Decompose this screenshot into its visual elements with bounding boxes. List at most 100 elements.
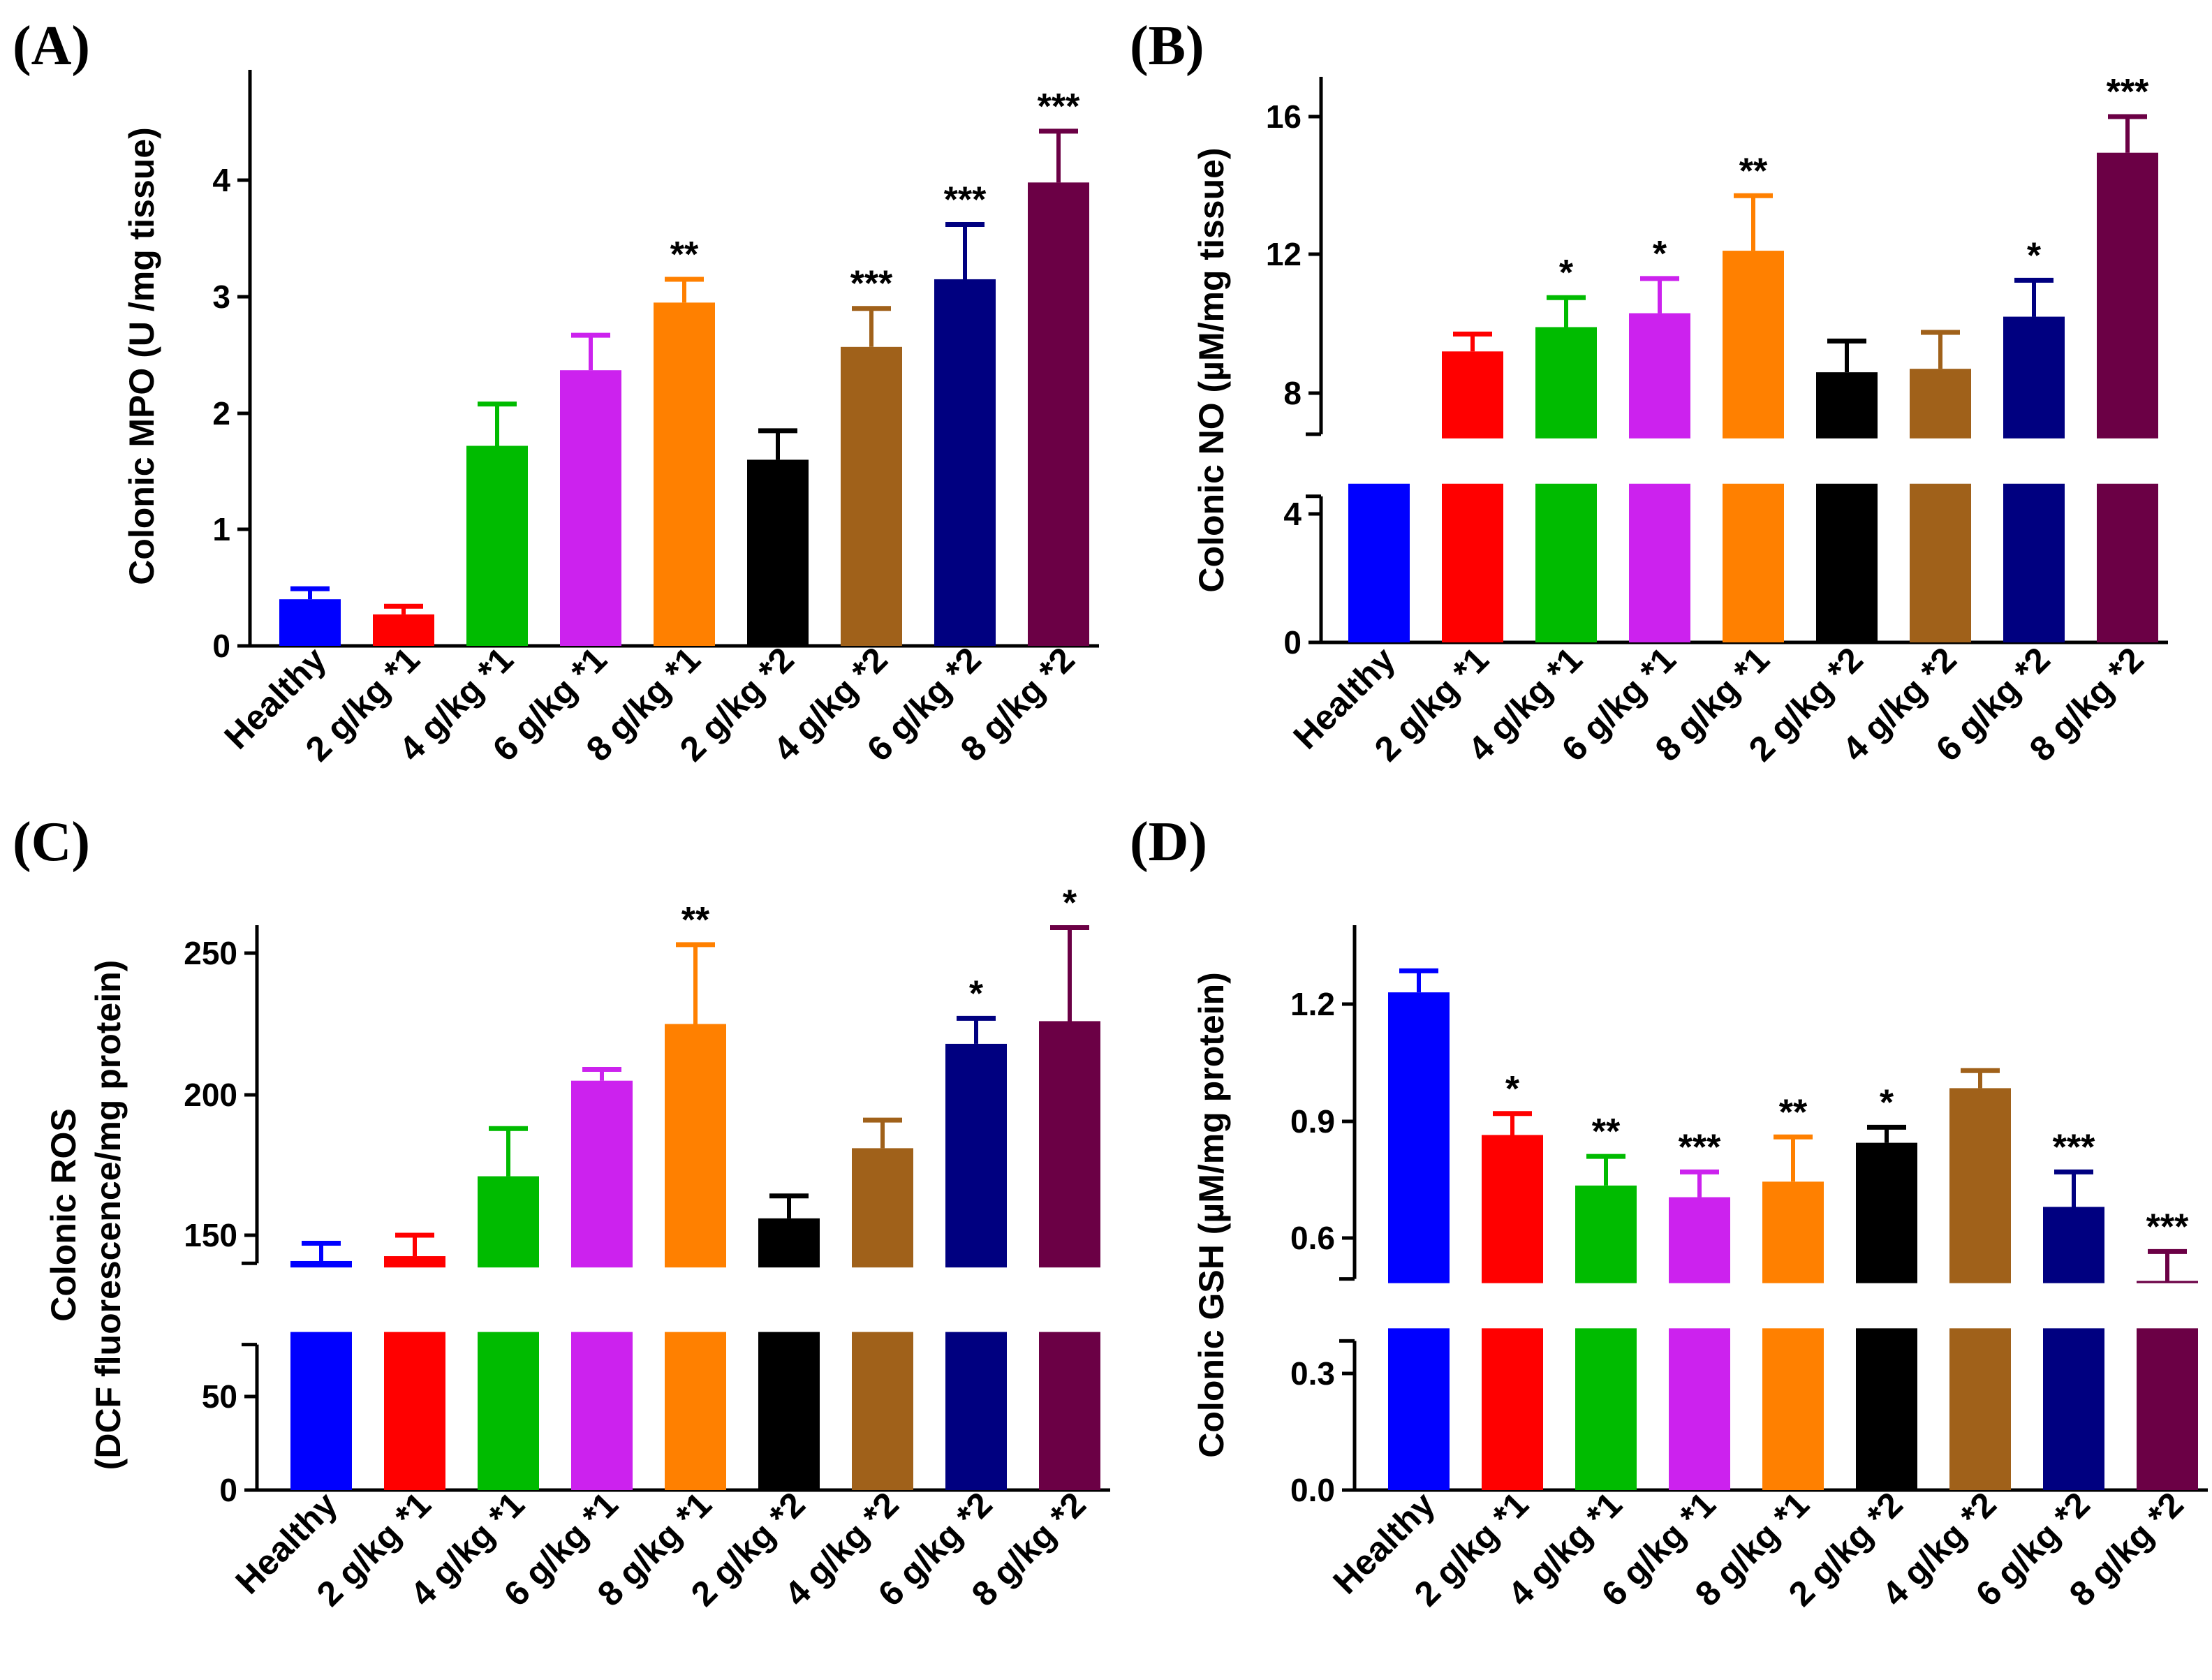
- y-axis-title: (DCF fluorescence/mg protein): [89, 960, 128, 1471]
- significance-label: *: [969, 973, 984, 1014]
- bar-lower: [571, 1332, 633, 1490]
- bar: [1535, 327, 1597, 439]
- y-tick-label: 0.3: [1290, 1355, 1335, 1392]
- bar-lower: [2003, 483, 2065, 642]
- bar-lower: [1762, 1328, 1824, 1490]
- y-tick-label: 1.2: [1290, 986, 1335, 1022]
- bar: [654, 302, 715, 646]
- bar-lower: [1669, 1328, 1730, 1490]
- bar-lower: [1388, 1328, 1450, 1490]
- panel-label: (C): [13, 811, 90, 873]
- significance-label: **: [681, 900, 710, 941]
- significance-label: ***: [2107, 72, 2149, 112]
- bar-lower: [478, 1332, 539, 1490]
- bar: [2043, 1207, 2104, 1283]
- bar: [1856, 1142, 1917, 1283]
- bar: [1039, 1021, 1100, 1268]
- bar: [1762, 1181, 1824, 1283]
- bar: [478, 1176, 539, 1268]
- significance-label: *: [1559, 253, 1574, 293]
- y-axis-title: Colonic NO (µM/mg tissue): [1192, 147, 1231, 592]
- y-tick-label: 4: [212, 162, 230, 198]
- bar: [560, 370, 621, 646]
- bar: [934, 279, 996, 646]
- y-tick-label: 4: [1283, 496, 1302, 532]
- significance-label: **: [1592, 1112, 1621, 1152]
- bar: [384, 1256, 445, 1268]
- bar-lower: [2097, 483, 2158, 642]
- bar-lower: [1482, 1328, 1543, 1490]
- bar: [279, 599, 341, 646]
- significance-label: ***: [850, 264, 893, 304]
- bar: [1575, 1185, 1637, 1283]
- y-tick-label: 0.6: [1290, 1220, 1335, 1256]
- y-tick-label: 12: [1266, 236, 1302, 272]
- bar: [571, 1080, 633, 1268]
- significance-label: ***: [2053, 1127, 2095, 1167]
- bar: [1482, 1135, 1543, 1283]
- bar: [852, 1148, 913, 1268]
- significance-label: ***: [1038, 87, 1080, 127]
- y-tick-label: 0: [212, 628, 230, 664]
- significance-label: *: [1653, 234, 1667, 274]
- y-axis-title: Colonic GSH (µM/mg protein): [1192, 972, 1231, 1457]
- y-tick-label: 0: [219, 1472, 237, 1508]
- bar-lower: [665, 1332, 726, 1490]
- bar-lower: [1039, 1332, 1100, 1490]
- y-tick-label: 150: [184, 1217, 237, 1253]
- y-tick-label: 1: [212, 511, 230, 547]
- panel-c: (C) 0 50 150 200 250 Colonic ROS (DCF fluoresce…: [13, 811, 1110, 1614]
- y-tick-label: 8: [1283, 375, 1302, 411]
- y-tick-label: 0.0: [1290, 1472, 1335, 1508]
- bar-lower: [290, 1332, 352, 1490]
- bar: [2003, 316, 2065, 439]
- bar: [2137, 1281, 2198, 1283]
- bar-lower: [1629, 483, 1690, 642]
- bar: [665, 1024, 726, 1268]
- bar: [1028, 182, 1089, 647]
- y-tick-label: 0.9: [1290, 1103, 1335, 1140]
- bar: [1348, 483, 1410, 642]
- bar-lower: [1442, 483, 1503, 642]
- panel-d: (D) 0.0 0.3 0.6 0.9 1.2 Colonic GSH (µM/mg pro…: [1130, 811, 2208, 1614]
- bar-lower: [945, 1332, 1007, 1490]
- bar: [1949, 1088, 2011, 1283]
- bar-lower: [384, 1332, 445, 1490]
- bar: [466, 445, 528, 646]
- bar: [758, 1218, 820, 1268]
- bar: [1723, 251, 1784, 439]
- y-tick-label: 3: [212, 279, 230, 315]
- bar: [290, 1260, 352, 1268]
- y-tick-label: 50: [202, 1378, 237, 1415]
- significance-label: **: [1739, 151, 1768, 191]
- bar: [1910, 369, 1971, 439]
- bar-lower: [1535, 483, 1597, 642]
- significance-label: *: [2027, 235, 2042, 276]
- bar-lower: [2043, 1328, 2104, 1490]
- y-tick-label: 200: [184, 1077, 237, 1113]
- bar-lower: [1816, 483, 1878, 642]
- y-tick-label: 0: [1283, 624, 1302, 661]
- y-axis-title: Colonic ROS: [44, 1108, 83, 1322]
- significance-label: ***: [1679, 1127, 1721, 1167]
- bar: [1629, 313, 1690, 439]
- significance-label: **: [670, 235, 699, 275]
- significance-label: *: [1063, 883, 1077, 923]
- bar-lower: [1723, 483, 1784, 642]
- bar: [373, 614, 434, 646]
- bar: [747, 459, 809, 646]
- bar-lower: [1910, 483, 1971, 642]
- bar: [1816, 372, 1878, 439]
- bar-lower: [1575, 1328, 1637, 1490]
- bar-lower: [1856, 1328, 1917, 1490]
- significance-label: ***: [2146, 1207, 2189, 1247]
- significance-label: **: [1779, 1092, 1808, 1133]
- y-axis-title: Colonic MPO (U /mg tissue): [122, 127, 161, 585]
- panel-label: (D): [1130, 811, 1207, 873]
- bar-lower: [852, 1332, 913, 1490]
- y-tick-label: 16: [1266, 98, 1302, 135]
- panel-label: (B): [1130, 15, 1204, 77]
